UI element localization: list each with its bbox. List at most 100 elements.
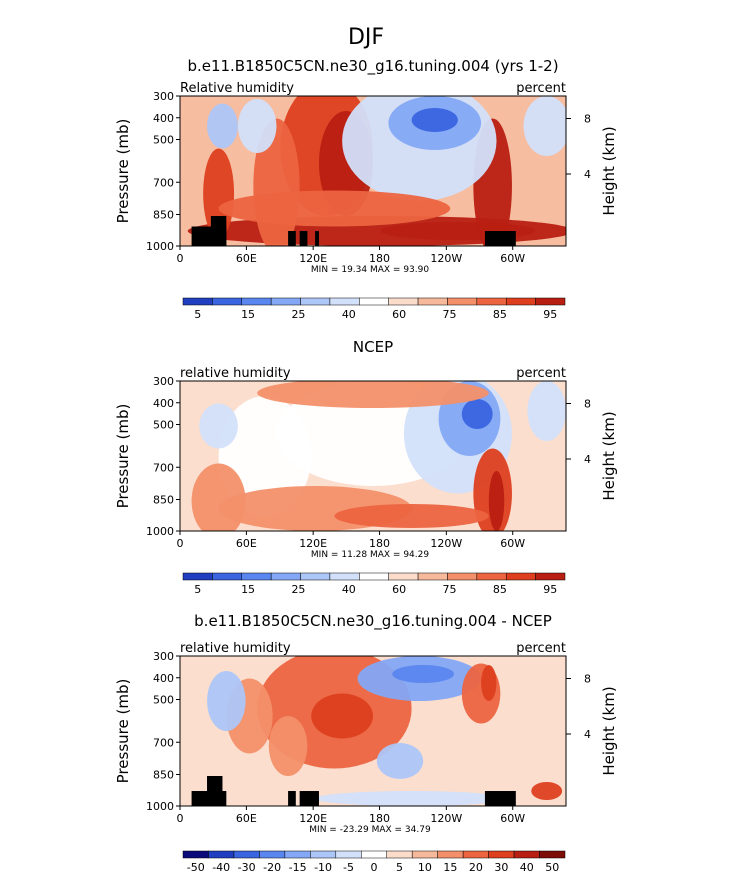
y-right-tick-label: 8 <box>584 398 591 411</box>
plot-frame <box>179 380 567 532</box>
colorbar: 5 15 25 40 60 75 85 95 <box>182 297 566 321</box>
panel-left-label: Relative humidity <box>180 81 294 96</box>
panel-right-label: percent <box>516 641 566 656</box>
contour-blob <box>237 99 277 153</box>
contour-blob <box>411 108 458 132</box>
y-tick-label: 300 <box>153 90 174 103</box>
x-tick-label: 60E <box>236 812 257 825</box>
contour-blob <box>207 103 238 149</box>
colorbar: 5 15 25 40 60 75 85 95 <box>182 572 566 596</box>
x-tick-label: 60E <box>236 537 257 550</box>
x-tick-label: 180 <box>369 252 390 265</box>
x-tick-label: 180 <box>369 537 390 550</box>
y-tick-label: 1000 <box>146 800 174 813</box>
panel-title: b.e11.B1850C5CN.ne30_g16.tuning.004 - NC… <box>194 612 552 631</box>
colorbar-swatch <box>329 572 360 581</box>
colorbar-swatch <box>212 572 243 581</box>
x-tick-label: 60E <box>236 252 257 265</box>
topography-mask <box>299 231 308 246</box>
x-tick-label: 0 <box>177 812 184 825</box>
contour-blob <box>376 743 424 779</box>
y-right-tick-label: 8 <box>584 113 591 126</box>
contour-field <box>180 381 566 531</box>
colorbar-swatch <box>212 297 243 306</box>
panel-title: NCEP <box>353 338 393 356</box>
topography-mask <box>207 776 223 806</box>
panel-1: b.e11.B1850C5CN.ne30_g16.tuning.004 (yrs… <box>114 57 618 321</box>
y-right-tick-label: 4 <box>584 728 591 741</box>
topography-mask <box>288 231 296 246</box>
colorbar-label: 5 <box>194 583 201 596</box>
y-tick-label: 300 <box>153 375 174 388</box>
y-right-tick-label: 8 <box>584 673 591 686</box>
x-tick-label: 120E <box>299 812 327 825</box>
colorbar-swatch <box>437 850 464 859</box>
colorbar-swatch <box>505 297 536 306</box>
colorbar-label: 10 <box>418 861 432 874</box>
page-title: DJF <box>348 25 384 50</box>
contour-blob <box>207 671 246 731</box>
colorbar-swatch <box>270 572 301 581</box>
min-max-stats: MIN = 19.34 MAX = 93.90 <box>311 265 429 275</box>
contour-blob <box>392 665 455 683</box>
colorbar-label: 95 <box>543 308 557 321</box>
colorbar-swatch <box>270 297 301 306</box>
x-tick-label: 180 <box>369 812 390 825</box>
contour-field <box>180 656 566 806</box>
contour-blob <box>531 782 563 800</box>
colorbar-swatch <box>411 850 438 859</box>
contour-field <box>180 96 566 246</box>
colorbar-label: 5 <box>396 861 403 874</box>
contour-blob <box>481 665 497 701</box>
y-axis-title: Pressure (mb) <box>114 679 132 784</box>
colorbar-label: 40 <box>342 308 356 321</box>
y-tick-label: 300 <box>153 650 174 663</box>
colorbar-swatch <box>300 297 331 306</box>
topography-mask <box>288 791 296 806</box>
colorbar-swatch <box>417 297 448 306</box>
x-tick-label: 120E <box>299 537 327 550</box>
colorbar-swatch <box>182 572 213 581</box>
min-max-stats: MIN = 11.28 MAX = 94.29 <box>311 550 429 560</box>
colorbar-swatch <box>488 850 515 859</box>
colorbar-label: 15 <box>443 861 457 874</box>
colorbar-swatch <box>182 297 213 306</box>
y-tick-label: 500 <box>153 694 174 707</box>
contour-blob <box>523 96 566 156</box>
colorbar-swatch <box>476 297 507 306</box>
contour-blob <box>334 504 489 528</box>
panel-right-label: percent <box>516 81 566 96</box>
colorbar-label: -30 <box>238 861 256 874</box>
colorbar-label: 60 <box>392 583 406 596</box>
colorbar-swatch <box>241 297 272 306</box>
colorbar-label: 15 <box>241 583 255 596</box>
y-tick-label: 500 <box>153 134 174 147</box>
y-tick-label: 700 <box>153 461 174 474</box>
contour-blob <box>311 693 373 739</box>
x-tick-label: 120W <box>430 812 462 825</box>
contour-blob <box>218 190 451 227</box>
y-tick-label: 850 <box>153 494 174 507</box>
y-tick-label: 1000 <box>146 240 174 253</box>
panel-3: b.e11.B1850C5CN.ne30_g16.tuning.004 - NC… <box>114 612 618 874</box>
colorbar-label: 85 <box>493 308 507 321</box>
colorbar-swatch <box>462 850 489 859</box>
contour-blob <box>461 399 493 429</box>
plot-frame <box>179 95 567 247</box>
colorbar-swatch <box>182 850 209 859</box>
x-tick-label: 120W <box>430 252 462 265</box>
colorbar-swatch <box>388 572 419 581</box>
colorbar-swatch <box>300 572 331 581</box>
colorbar: -50 -40 -30 -20 -15 -10 -5 0 5 10 15 20 30 40 50 <box>182 850 566 874</box>
colorbar-label: -50 <box>187 861 205 874</box>
y-tick-label: 500 <box>153 419 174 432</box>
y-tick-label: 850 <box>153 769 174 782</box>
colorbar-label: 50 <box>545 861 559 874</box>
panel-right-label: percent <box>516 366 566 381</box>
contour-blob <box>268 716 308 776</box>
y-tick-label: 400 <box>153 112 174 125</box>
colorbar-label: -5 <box>343 861 354 874</box>
y-axis-title-right: Height (km) <box>600 686 618 775</box>
colorbar-label: 95 <box>543 583 557 596</box>
